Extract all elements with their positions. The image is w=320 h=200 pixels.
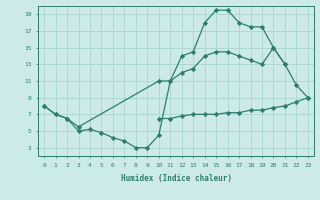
- X-axis label: Humidex (Indice chaleur): Humidex (Indice chaleur): [121, 174, 231, 183]
